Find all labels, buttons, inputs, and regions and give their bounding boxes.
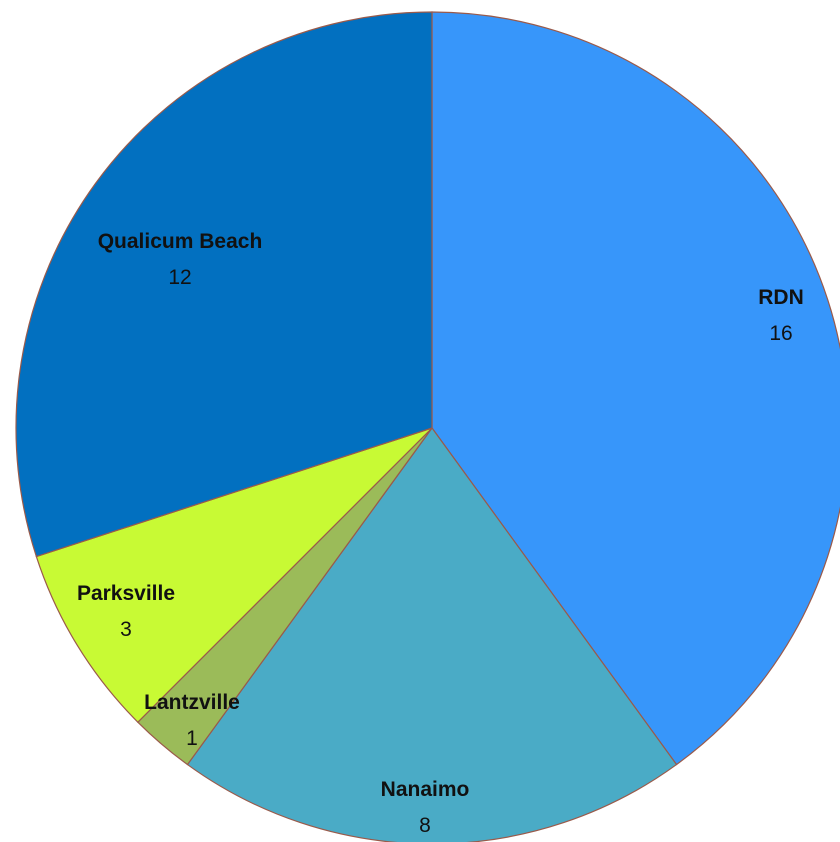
slice-label-lantzville: Lantzville	[144, 691, 240, 714]
pie-slice-qualicum-beach	[15, 11, 433, 558]
slice-value-qualicum-beach: 12	[168, 266, 191, 289]
slice-label-rdn: RDN	[758, 286, 804, 309]
slice-value-rdn: 16	[769, 322, 792, 345]
slice-label-qualicum-beach: Qualicum Beach	[98, 230, 263, 253]
slice-value-parksville: 3	[120, 618, 132, 641]
pie-slice-nanaimo	[186, 426, 678, 842]
slice-value-nanaimo: 8	[419, 814, 431, 837]
pie-slice-rdn	[431, 11, 840, 766]
labels-layer: RDN 16 Nanaimo 8 Lantzville 1 Parksville 3 Quali…	[77, 230, 804, 837]
pie-slice-parksville	[35, 427, 433, 724]
slices-layer	[15, 11, 840, 842]
slice-label-nanaimo: Nanaimo	[381, 778, 470, 801]
slice-value-lantzville: 1	[186, 727, 198, 750]
slice-label-parksville: Parksville	[77, 582, 175, 605]
